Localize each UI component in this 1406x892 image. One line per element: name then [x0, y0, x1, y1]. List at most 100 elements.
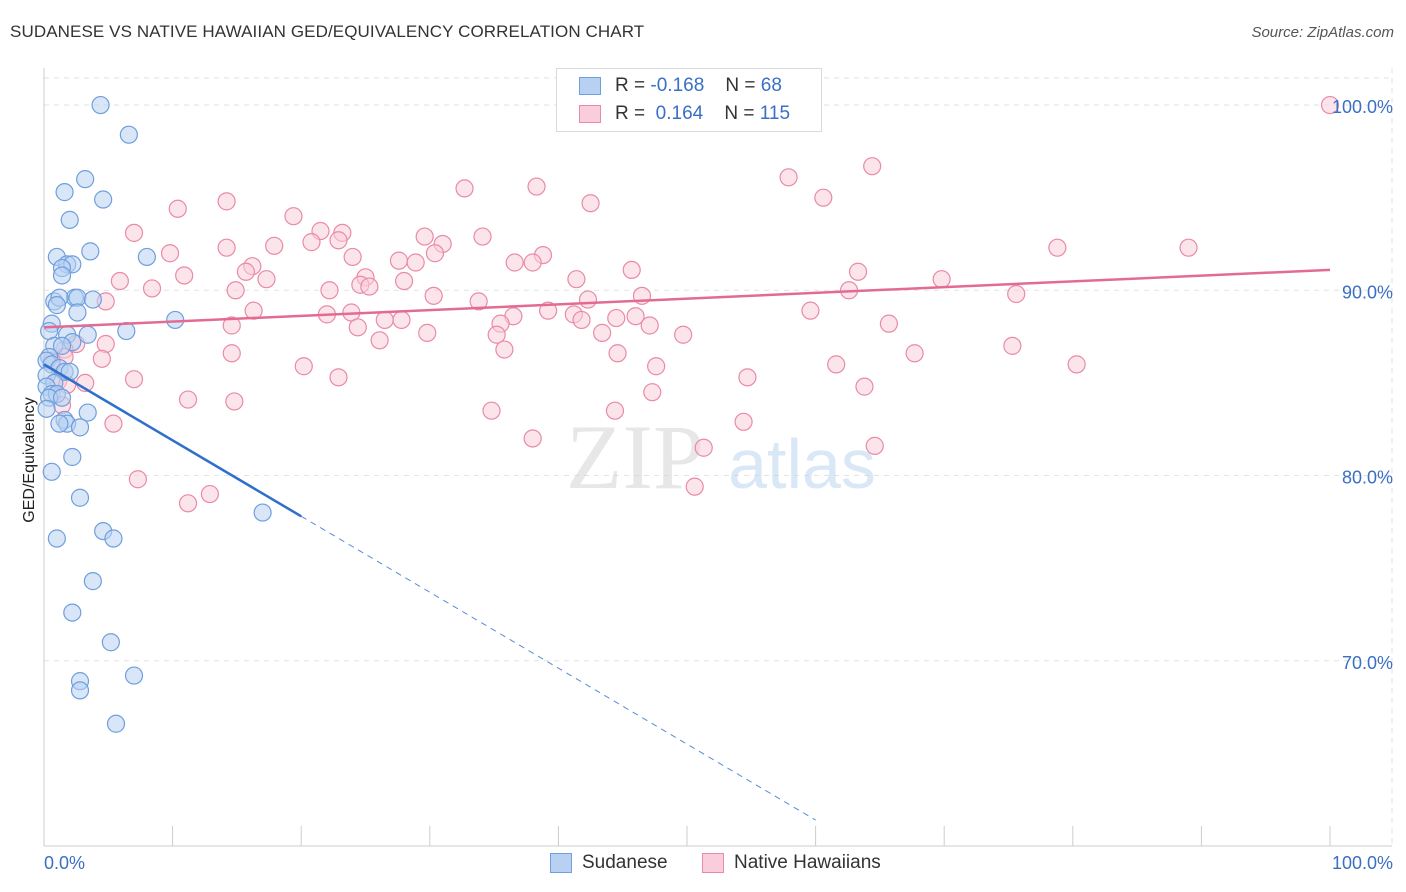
- hawaiian-point-81: [608, 344, 627, 363]
- hawaiian-point-107: [694, 438, 713, 457]
- sudanese-point-50: [70, 488, 90, 507]
- hawaiian-point-90: [827, 355, 846, 374]
- hawaiian-point-83: [222, 344, 241, 363]
- hawaiian-point-46: [320, 281, 339, 300]
- series-legend: Sudanese Native Hawaiians: [0, 850, 1406, 878]
- sudanese-point-61: [106, 714, 126, 733]
- hawaiian-point-27: [389, 251, 409, 270]
- hawaiian-point-15: [473, 227, 492, 246]
- hawaiian-point-75: [370, 331, 389, 350]
- sudanese-point-34: [60, 362, 79, 381]
- hawaiian-point-85: [92, 349, 111, 368]
- hawaiian-point-91: [738, 368, 757, 387]
- sudanese-legend-label: Sudanese: [582, 852, 668, 873]
- hawaiian-point-52: [469, 292, 488, 311]
- hawaiian-point-112: [200, 484, 219, 504]
- hawaiian-point-109: [128, 470, 147, 489]
- x-tick-label-max: 100.0%: [1332, 853, 1393, 873]
- sudanese-point-0: [91, 95, 110, 115]
- hawaiian-point-108: [865, 436, 884, 455]
- axes: [43, 68, 1392, 847]
- hawaiian-point-17: [329, 231, 348, 250]
- hawaiian-point-35: [175, 266, 194, 285]
- source-label: Source: ZipAtlas.com: [1251, 24, 1394, 41]
- hawaiian-point-93: [329, 368, 348, 387]
- hawaiian-point-33: [848, 262, 868, 281]
- r-label: R =: [615, 103, 646, 124]
- hawaiian-point-88: [294, 357, 313, 376]
- hawaiian-point-65: [392, 310, 411, 330]
- x-tick-label-min: 0.0%: [44, 853, 85, 873]
- y-axis-label: GED/Equivalency: [21, 397, 38, 522]
- hawaiian-point-48: [1007, 284, 1026, 304]
- hawaiian-point-22: [1048, 238, 1067, 257]
- legend-sudanese-text: R = -0.168 N = 68: [615, 75, 782, 97]
- sudanese-point-28: [52, 336, 72, 355]
- sudanese-point-47: [70, 418, 90, 437]
- hawaiian-legend-label: Native Hawaiians: [734, 852, 881, 873]
- hawaiian-point-8: [581, 194, 600, 213]
- sudanese-point-20: [166, 310, 185, 330]
- sudanese-point-43: [78, 403, 97, 422]
- hawaiian-legend-swatch: [702, 853, 724, 873]
- hawaiian-point-111: [178, 494, 198, 513]
- hawaiian-point-41: [932, 270, 951, 289]
- sudanese-point-55: [83, 572, 102, 591]
- hawaiian-point-2: [863, 157, 882, 176]
- sudanese-point-48: [63, 447, 82, 467]
- r-label: R =: [615, 75, 646, 96]
- grid-lines: [44, 68, 1393, 846]
- hawaiian-point-82: [905, 344, 924, 363]
- hawaiian-point-7: [217, 192, 236, 211]
- n-label: N =: [725, 75, 756, 96]
- sudanese-legend-swatch: [550, 853, 572, 873]
- hawaiian-point-12: [124, 223, 144, 242]
- hawaiian-point-67: [222, 316, 241, 335]
- y-tick-label-80: 80.0%: [1342, 468, 1393, 488]
- sudanese-point-58: [124, 666, 144, 685]
- sudanese-point-53: [47, 529, 66, 548]
- hawaiian-point-20: [265, 236, 284, 255]
- hawaiian-point-105: [104, 414, 123, 433]
- hawaiian-point-32: [622, 260, 641, 280]
- hawaiian-point-87: [1067, 355, 1086, 374]
- hawaiian-point-34: [236, 262, 256, 281]
- hawaiian-point-3: [779, 168, 798, 187]
- hawaiian-point-43: [142, 279, 162, 298]
- hawaiian-point-28: [406, 253, 425, 272]
- hawaiian-point-97: [855, 377, 874, 396]
- hawaiian-point-80: [495, 340, 514, 359]
- hawaiian-point-77: [96, 334, 115, 354]
- sudanese-swatch: [579, 77, 601, 95]
- hawaiian-point-10: [284, 207, 303, 226]
- hawaiian-point-4: [455, 179, 474, 198]
- sudanese-trend-extension: [300, 515, 816, 821]
- hawaiian-point-70: [348, 318, 367, 337]
- hawaiian-point-1: [1320, 95, 1340, 115]
- hawaiian-point-110: [685, 477, 704, 496]
- watermark-zip: ZIP: [566, 406, 704, 508]
- r-value-hawaiian: 0.164: [655, 103, 704, 124]
- trend-lines: [43, 268, 1331, 821]
- hawaiian-point-29: [505, 253, 524, 272]
- sudanese-points: [37, 95, 272, 733]
- hawaiian-point-51: [578, 290, 598, 309]
- hawaiian-trend-line: [43, 268, 1331, 329]
- hawaiian-point-49: [424, 286, 443, 305]
- hawaiian-point-103: [605, 401, 625, 420]
- sudanese-point-57: [101, 633, 120, 652]
- hawaiian-point-23: [160, 244, 180, 263]
- hawaiian-point-68: [879, 314, 899, 333]
- hawaiian-point-45: [226, 281, 245, 300]
- hawaiian-point-21: [1179, 238, 1198, 257]
- chart-title: SUDANESE VS NATIVE HAWAIIAN GED/EQUIVALE…: [10, 22, 645, 41]
- hawaiian-point-100: [225, 392, 244, 411]
- y-tick-labels: 70.0% 80.0% 90.0% 100.0%: [1332, 97, 1393, 673]
- hawaiian-point-78: [1003, 336, 1022, 355]
- hawaiian-point-39: [394, 271, 414, 291]
- hawaiian-point-26: [343, 247, 362, 267]
- sudanese-point-18: [47, 296, 66, 315]
- sudanese-point-12: [52, 266, 72, 285]
- sudanese-point-17: [83, 290, 102, 309]
- sudanese-point-54: [104, 529, 123, 548]
